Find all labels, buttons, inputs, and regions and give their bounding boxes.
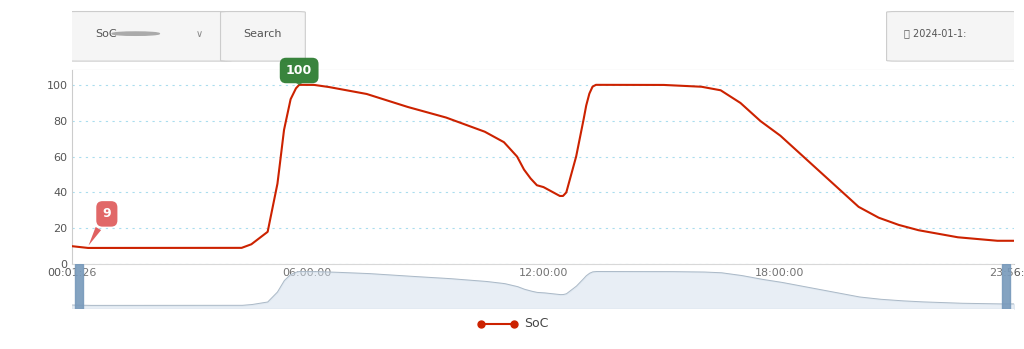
Text: ∨: ∨: [196, 29, 203, 39]
Text: SoC: SoC: [524, 317, 548, 330]
Bar: [1002, 264, 1010, 309]
FancyBboxPatch shape: [67, 12, 231, 61]
Text: 100: 100: [286, 64, 312, 85]
Text: 9: 9: [88, 207, 112, 246]
Bar: [76, 264, 83, 309]
Text: Search: Search: [244, 29, 283, 39]
Circle shape: [113, 32, 160, 35]
FancyBboxPatch shape: [220, 12, 305, 61]
Bar: [72, 264, 1014, 309]
Text: SoC: SoC: [95, 29, 117, 39]
Text: 📅 2024-01-1:: 📅 2024-01-1:: [904, 29, 967, 39]
FancyBboxPatch shape: [887, 12, 1019, 61]
